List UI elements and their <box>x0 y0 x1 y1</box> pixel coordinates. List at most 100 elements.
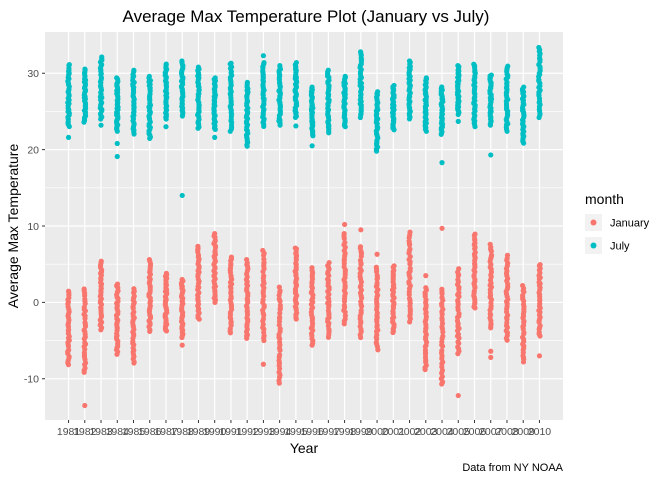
data-point <box>65 134 72 141</box>
data-point <box>455 63 461 69</box>
data-point <box>66 62 72 68</box>
data-point <box>423 273 429 279</box>
data-point <box>536 353 543 359</box>
x-tick-label: 1990 <box>203 426 227 438</box>
data-point <box>488 354 494 360</box>
data-point <box>326 260 332 266</box>
data-point <box>358 307 364 314</box>
data-point <box>131 67 137 73</box>
data-point <box>277 314 283 320</box>
data-point <box>358 227 364 233</box>
y-axis: -10 0 10 20 30 <box>24 68 45 386</box>
x-tick-label: 1999 <box>349 426 373 438</box>
x-tick-label: 1983 <box>89 426 113 438</box>
data-point <box>357 244 364 250</box>
x-tick-label: 1995 <box>284 426 308 438</box>
data-point <box>341 221 348 228</box>
data-point <box>341 231 347 237</box>
data-point <box>98 122 104 128</box>
data-point <box>228 254 235 260</box>
data-point <box>293 59 299 66</box>
data-point <box>195 243 201 249</box>
data-point <box>277 302 283 309</box>
data-point <box>406 58 413 64</box>
data-point <box>179 192 185 199</box>
data-point <box>98 258 104 264</box>
x-tick-label: 1981 <box>57 426 81 438</box>
data-point <box>521 84 527 90</box>
x-tick-label: 2009 <box>512 426 536 438</box>
data-point <box>373 264 379 270</box>
y-tick-label: 30 <box>27 68 39 80</box>
legend-label-january: January <box>610 218 650 230</box>
data-point <box>277 63 283 69</box>
data-point <box>374 280 380 286</box>
data-point <box>212 75 218 81</box>
x-tick-label: 1987 <box>154 426 178 438</box>
x-tick-label: 2000 <box>365 426 389 438</box>
data-point <box>488 252 495 258</box>
data-point <box>455 118 461 124</box>
x-tick-label: 1996 <box>300 426 324 438</box>
series-july <box>65 44 543 199</box>
data-point <box>114 281 121 287</box>
data-point <box>65 288 72 294</box>
data-point <box>325 67 331 73</box>
data-point <box>342 239 348 246</box>
x-tick-label: 1988 <box>171 426 195 438</box>
y-tick-label: 10 <box>27 221 39 233</box>
data-point <box>261 59 267 66</box>
data-point <box>342 73 348 79</box>
x-tick-label: 2010 <box>528 426 552 438</box>
x-tick-label: 1982 <box>73 426 97 438</box>
data-point <box>391 82 397 89</box>
data-point <box>439 225 445 231</box>
x-tick-label: 1997 <box>317 426 341 438</box>
x-tick-label: 2006 <box>463 426 487 438</box>
x-tick-label: 1984 <box>106 426 130 438</box>
data-point <box>357 265 363 272</box>
data-point <box>407 265 413 271</box>
data-point <box>391 263 397 269</box>
x-tick-label: 1985 <box>122 426 146 438</box>
data-point <box>374 251 380 257</box>
data-point <box>244 79 250 86</box>
data-points <box>65 44 543 409</box>
data-point <box>66 347 72 353</box>
data-point <box>179 276 185 283</box>
data-point <box>488 72 494 78</box>
data-point <box>423 75 429 81</box>
data-point <box>520 282 526 289</box>
x-tick-label: 2004 <box>430 426 454 438</box>
y-tick-label: -10 <box>24 374 39 386</box>
data-point <box>456 266 462 272</box>
x-tick-label: 2008 <box>495 426 519 438</box>
data-point <box>293 123 299 129</box>
data-point <box>261 273 267 279</box>
chart-title: Average Max Temperature Plot (January vs… <box>123 7 490 26</box>
data-point <box>276 296 282 302</box>
x-tick-label: 2002 <box>398 426 422 438</box>
data-point <box>309 84 315 90</box>
data-point <box>375 89 381 95</box>
data-point <box>114 140 120 147</box>
legend-label-july: July <box>610 241 630 253</box>
x-tick-label: 1998 <box>333 426 357 438</box>
data-point <box>537 262 543 268</box>
x-tick-label: 1989 <box>187 426 211 438</box>
data-point <box>455 339 461 345</box>
data-point <box>439 295 445 301</box>
x-tick-label: 2003 <box>414 426 438 438</box>
data-point <box>407 246 413 252</box>
legend-marker <box>590 242 597 249</box>
data-point <box>163 61 169 67</box>
data-point <box>471 61 477 67</box>
data-point <box>455 297 461 304</box>
data-point <box>277 310 283 316</box>
data-point <box>163 124 169 130</box>
data-point <box>292 245 298 251</box>
data-point <box>82 66 88 72</box>
x-tick-label: 1994 <box>268 426 292 438</box>
data-point <box>487 241 493 247</box>
